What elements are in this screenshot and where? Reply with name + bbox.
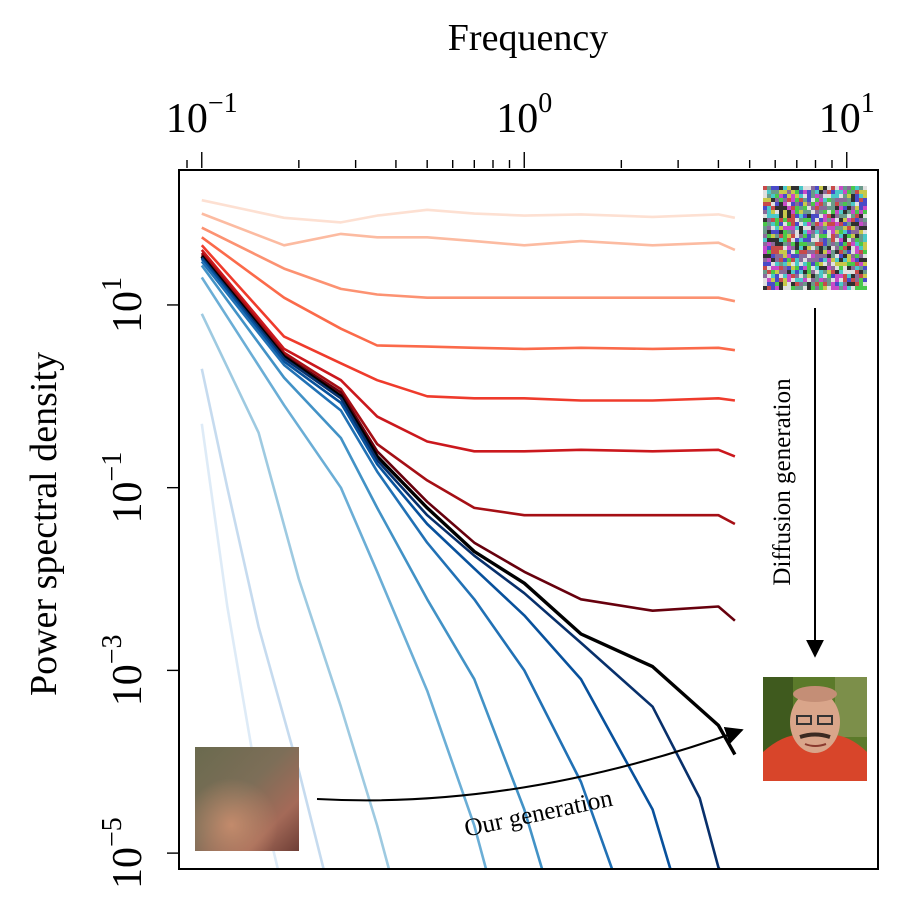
y-tick-label: 10−3 (97, 634, 151, 706)
psd-curve-diffusion-1 (201, 212, 736, 252)
x-tick-label: 101 (819, 88, 875, 142)
psd-curve-ours-11 (200, 260, 614, 869)
y-axis-ticks: 101 10−1 10−3 10−5 (97, 277, 179, 889)
x-tick-label: 100 (496, 88, 552, 142)
psd-curve-ours-10 (200, 257, 672, 869)
psd-curve-diffusion-3 (201, 236, 736, 352)
x-axis-title: Frequency (448, 17, 608, 59)
our-generation-arrow (316, 727, 744, 802)
psd-curve-diffusion-7 (200, 254, 736, 622)
face-image (763, 677, 867, 781)
plot-frame (178, 169, 879, 870)
y-axis-title: Power spectral density (23, 352, 65, 696)
x-tick-label: 10−1 (166, 88, 238, 142)
psd-curve-diffusion-5 (200, 249, 736, 458)
noise-image (763, 186, 867, 290)
psd-curve-diffusion-2 (201, 226, 736, 303)
psd-curve-diffusion-4 (200, 244, 736, 402)
psd-curve-diffusion-0 (201, 198, 736, 224)
psd-curve-ours-14 (200, 313, 391, 869)
x-axis-ticks: 10−1 100 101 (166, 88, 875, 168)
blurry-image (195, 747, 299, 851)
diffusion-label: Diffusion generation (769, 378, 796, 586)
y-tick-label: 101 (97, 277, 151, 333)
psd-curve-ours-13 (200, 276, 488, 869)
psd-curve-ours-9 (200, 256, 721, 869)
y-tick-label: 10−1 (97, 452, 151, 524)
psd-curve-target-8 (200, 255, 737, 756)
psd-curve-diffusion-6 (200, 252, 736, 526)
psd-curve-ours-15 (200, 368, 325, 869)
y-tick-label: 10−5 (97, 817, 151, 889)
